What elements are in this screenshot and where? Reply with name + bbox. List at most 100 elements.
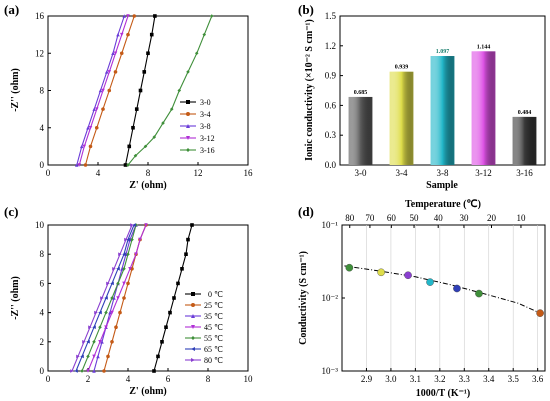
- data-point: [169, 107, 174, 111]
- top-x-tick-label: 20: [487, 213, 497, 223]
- data-point: [113, 70, 118, 74]
- legend-label: 80 ℃: [204, 356, 223, 365]
- y-tick-label: 10⁻¹: [322, 220, 339, 230]
- data-point: [128, 267, 132, 271]
- data-point: [126, 281, 130, 286]
- data-point: [132, 223, 136, 227]
- data-point: [119, 32, 124, 37]
- legend-label: 25 ℃: [204, 301, 223, 310]
- series-2: [102, 223, 148, 373]
- data-point: [202, 32, 207, 37]
- data-point: [107, 88, 112, 93]
- data-point: [94, 310, 98, 315]
- data-point: [86, 354, 90, 359]
- x-tick-label: 3.3: [459, 374, 471, 384]
- data-point: [194, 51, 199, 56]
- x-axis-title: Z' (ohm): [129, 180, 167, 191]
- panel-b-conductivity-bars: (b) Sample Ionic conductivity (×10⁻² S c…: [298, 2, 546, 191]
- points-group: [345, 263, 544, 317]
- y-tick-label: 0: [40, 366, 45, 376]
- legend-label: 3-8: [200, 122, 211, 131]
- data-point: [92, 354, 96, 359]
- bar-shading: [430, 56, 455, 165]
- data-point: [88, 325, 92, 329]
- data-point: [130, 237, 134, 242]
- data-point: [536, 309, 544, 317]
- x-tick-label: 12: [194, 168, 203, 178]
- data-point: [104, 296, 108, 300]
- x-tick-label: 4: [96, 168, 101, 178]
- data-point: [133, 153, 138, 158]
- data-point: [100, 340, 104, 344]
- y-axis-title: -Z'' (ohm): [10, 68, 21, 112]
- data-point: [138, 88, 143, 93]
- x-tick-label: 3-4: [396, 168, 408, 178]
- data-point: [104, 70, 109, 74]
- panel-a-eis-samples: (a) Z' (ohm) -Z'' (ohm) 0 4 8 12 16 0 4 8 12 16 3…: [4, 2, 253, 191]
- data-point: [82, 144, 87, 149]
- series-group: [70, 223, 194, 373]
- x-tick-label: 10: [244, 374, 254, 384]
- bar-value-label: 0.685: [354, 90, 368, 96]
- data-point: [160, 340, 164, 344]
- legend-marker: [191, 325, 195, 329]
- data-point: [86, 369, 90, 373]
- series-line: [87, 224, 147, 372]
- x-axis-title: Sample: [426, 180, 458, 191]
- y-tick-label: 10⁻³: [322, 366, 339, 376]
- x-tick-label: 3-0: [355, 168, 367, 178]
- data-point: [345, 263, 354, 272]
- data-point: [122, 267, 126, 271]
- data-point: [106, 281, 110, 286]
- bar-shading: [348, 96, 373, 165]
- data-point: [126, 237, 130, 242]
- data-point: [164, 325, 168, 329]
- y-axis-title: Ionic conductivity (×10⁻² S cm⁻¹): [304, 19, 315, 161]
- data-point: [156, 354, 160, 359]
- axis-ticks: 0 2 4 6 8 10 0 2 4 6 8 10: [35, 220, 253, 384]
- y-tick-label: 0.9: [325, 71, 337, 81]
- top-x-tick-label: 80: [345, 213, 355, 223]
- y-tick-label: 0.0: [325, 160, 337, 170]
- data-point: [107, 70, 112, 74]
- series-2: [83, 14, 137, 167]
- data-point: [126, 252, 130, 256]
- data-point: [112, 267, 116, 271]
- axis-ticks: 2.9 3.0 3.1 3.2 3.3 3.4 3.5 3.6 80 70 60 50 40 30 20 10…: [322, 213, 544, 384]
- data-point: [88, 144, 93, 149]
- data-point: [134, 107, 139, 111]
- x-tick-label: 3.1: [410, 374, 421, 384]
- x-tick-label: 0: [46, 374, 51, 384]
- data-point: [94, 125, 99, 130]
- legend-marker: [191, 314, 195, 318]
- data-point: [110, 340, 114, 344]
- data-point: [122, 296, 126, 300]
- top-x-tick-label: 40: [434, 213, 444, 223]
- legend-label: 0 ℃: [208, 290, 223, 299]
- data-point: [127, 144, 132, 149]
- data-point: [100, 296, 104, 300]
- data-point: [101, 88, 105, 93]
- data-point: [76, 354, 80, 359]
- data-point: [161, 121, 165, 125]
- data-point: [116, 281, 120, 286]
- data-point: [190, 223, 194, 227]
- y-tick-label: 2: [40, 337, 45, 347]
- data-point: [110, 281, 114, 286]
- data-point: [177, 88, 182, 93]
- data-point: [209, 14, 214, 18]
- legend-marker: [186, 136, 190, 140]
- data-point: [80, 354, 84, 359]
- x-axis-title: Z' (ohm): [129, 386, 167, 397]
- data-point: [98, 325, 102, 329]
- y-tick-label: 10: [35, 220, 45, 230]
- legend-marker: [186, 148, 190, 152]
- y-tick-label: 1.5: [325, 11, 337, 21]
- data-point: [118, 252, 122, 256]
- data-point: [108, 310, 112, 315]
- data-point: [144, 223, 148, 227]
- series-3: [92, 223, 138, 373]
- data-point: [98, 310, 102, 315]
- data-point: [172, 296, 176, 300]
- y-tick-label: 0.3: [325, 130, 337, 140]
